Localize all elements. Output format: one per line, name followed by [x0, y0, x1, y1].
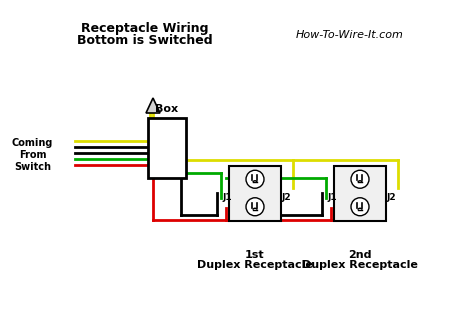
- Text: J1: J1: [222, 194, 232, 202]
- Text: Coming
From
Switch: Coming From Switch: [12, 138, 54, 172]
- Circle shape: [246, 198, 264, 216]
- Text: 1st: 1st: [245, 250, 265, 260]
- Text: How-To-Wire-It.com: How-To-Wire-It.com: [296, 30, 404, 40]
- Bar: [148, 118, 186, 178]
- Bar: [229, 166, 281, 220]
- Polygon shape: [146, 98, 160, 113]
- Circle shape: [351, 198, 369, 216]
- Text: J2: J2: [281, 194, 291, 202]
- Text: Bottom is Switched: Bottom is Switched: [77, 34, 213, 47]
- Text: J1: J1: [327, 194, 337, 202]
- Text: Duplex Receptacle: Duplex Receptacle: [302, 260, 418, 270]
- Circle shape: [246, 170, 264, 188]
- Text: J2: J2: [386, 194, 396, 202]
- Text: Box: Box: [155, 104, 178, 114]
- Circle shape: [351, 170, 369, 188]
- Text: Receptacle Wiring: Receptacle Wiring: [81, 22, 209, 35]
- Bar: [334, 166, 386, 220]
- Text: Duplex Receptacle: Duplex Receptacle: [197, 260, 313, 270]
- Text: 2nd: 2nd: [348, 250, 372, 260]
